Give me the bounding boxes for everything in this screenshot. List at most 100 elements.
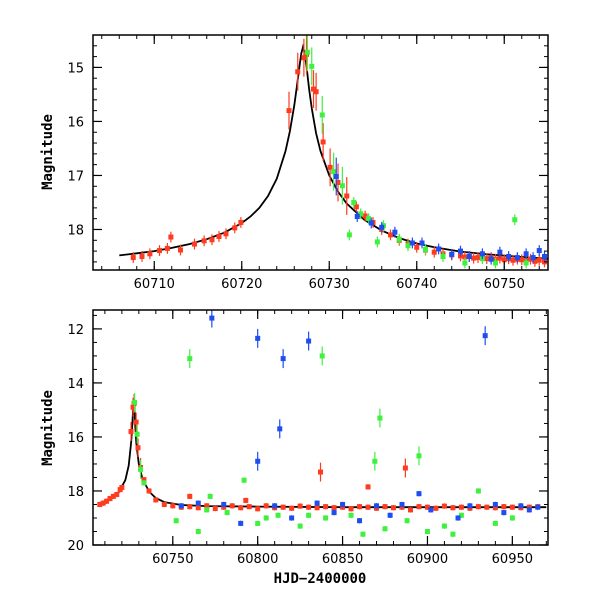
- data-marker: [492, 505, 498, 511]
- data-marker: [392, 229, 398, 235]
- top-blue-point: [333, 157, 339, 196]
- bottom-green-point: [424, 528, 430, 535]
- data-marker: [277, 426, 283, 432]
- data-marker: [275, 512, 281, 518]
- x-tick-label: 60720: [221, 277, 262, 292]
- data-marker: [409, 240, 415, 246]
- data-marker: [209, 315, 215, 321]
- data-marker: [297, 503, 303, 509]
- data-marker: [382, 504, 388, 510]
- data-marker: [195, 505, 201, 511]
- data-marker: [164, 245, 170, 251]
- bottom-red-point: [458, 504, 464, 510]
- data-marker: [455, 515, 461, 521]
- data-marker: [110, 493, 116, 499]
- data-marker: [173, 518, 179, 524]
- top-green-point: [358, 208, 364, 220]
- bottom-blue-point: [387, 512, 393, 518]
- data-marker: [351, 199, 357, 205]
- top-blue-point: [488, 253, 494, 265]
- bottom-green-point: [241, 477, 247, 483]
- data-marker: [238, 219, 244, 225]
- top-green-point: [319, 96, 325, 134]
- data-marker: [344, 193, 350, 199]
- bottom-red-point: [501, 503, 507, 510]
- bottom-green-point: [138, 459, 144, 479]
- data-marker: [207, 493, 213, 499]
- data-marker: [402, 465, 408, 471]
- data-marker: [295, 69, 301, 75]
- data-marker: [133, 419, 139, 425]
- data-marker: [306, 504, 312, 510]
- data-marker: [501, 504, 507, 510]
- data-marker: [372, 458, 378, 464]
- bottom-green-point: [275, 512, 281, 518]
- data-marker: [178, 503, 184, 509]
- data-marker: [374, 503, 380, 509]
- top-green-point: [396, 233, 402, 245]
- top-red-point: [232, 222, 238, 234]
- x-tick-label: 60750: [152, 552, 193, 567]
- bottom-red-point: [433, 505, 439, 511]
- data-marker: [428, 507, 434, 513]
- data-marker: [331, 169, 337, 175]
- bottom-red-point: [323, 503, 329, 510]
- top-red-point: [353, 201, 359, 213]
- bottom-red-point: [391, 505, 397, 511]
- top-red-point: [536, 254, 542, 266]
- bottom-red-point: [97, 501, 103, 508]
- data-marker: [530, 255, 536, 261]
- bottom-red-point: [331, 505, 337, 511]
- top-green-point: [523, 257, 529, 269]
- bottom-green-point: [404, 517, 410, 524]
- top-red-point: [295, 52, 301, 91]
- data-marker: [323, 504, 329, 510]
- data-marker: [309, 63, 315, 69]
- bottom-blue-point: [178, 503, 184, 509]
- y-tick-label: 17: [67, 169, 84, 184]
- top-red-point: [335, 163, 341, 202]
- data-marker: [458, 512, 464, 518]
- top-red-point: [301, 38, 307, 77]
- data-marker: [223, 231, 229, 237]
- data-marker: [320, 139, 326, 145]
- data-marker: [146, 488, 152, 494]
- data-marker: [519, 257, 525, 263]
- top-green-point: [346, 229, 352, 241]
- data-marker: [449, 251, 455, 257]
- bottom-green-point: [475, 488, 481, 494]
- bottom-green-point: [132, 392, 138, 412]
- data-marker: [416, 504, 422, 510]
- bottom-green-point: [458, 512, 464, 518]
- bottom-red-point: [135, 438, 141, 458]
- bottom-axes-ticks: 60750 60800 60850 60900 60950 12 14 16 18 20: [67, 310, 548, 567]
- top-green-point: [304, 35, 310, 72]
- bottom-red-point: [407, 507, 413, 513]
- data-marker: [286, 108, 292, 114]
- data-marker: [297, 523, 303, 529]
- data-marker: [333, 174, 339, 180]
- top-green-point: [423, 244, 428, 255]
- data-marker: [441, 523, 447, 529]
- top-blue-point: [514, 252, 520, 263]
- bottom-green-point: [187, 349, 193, 369]
- bottom-red-point: [365, 504, 371, 510]
- bottom-blue-point: [255, 451, 261, 471]
- data-marker: [192, 241, 197, 247]
- bottom-green-point: [416, 446, 422, 466]
- data-marker: [157, 248, 162, 254]
- bottom-blue-point: [455, 515, 461, 521]
- data-marker: [377, 415, 383, 421]
- bottom-red-point: [357, 503, 363, 510]
- bottom-blue-point: [416, 490, 422, 497]
- bottom-red-point: [187, 503, 193, 510]
- data-marker: [492, 501, 498, 507]
- data-marker: [510, 257, 516, 263]
- data-marker: [187, 493, 193, 499]
- bottom-red-point: [263, 503, 269, 509]
- bottom-blue-point: [374, 503, 380, 509]
- data-marker: [130, 255, 136, 261]
- data-marker: [348, 512, 354, 518]
- data-marker: [466, 253, 472, 259]
- y-tick-label: 20: [67, 539, 84, 554]
